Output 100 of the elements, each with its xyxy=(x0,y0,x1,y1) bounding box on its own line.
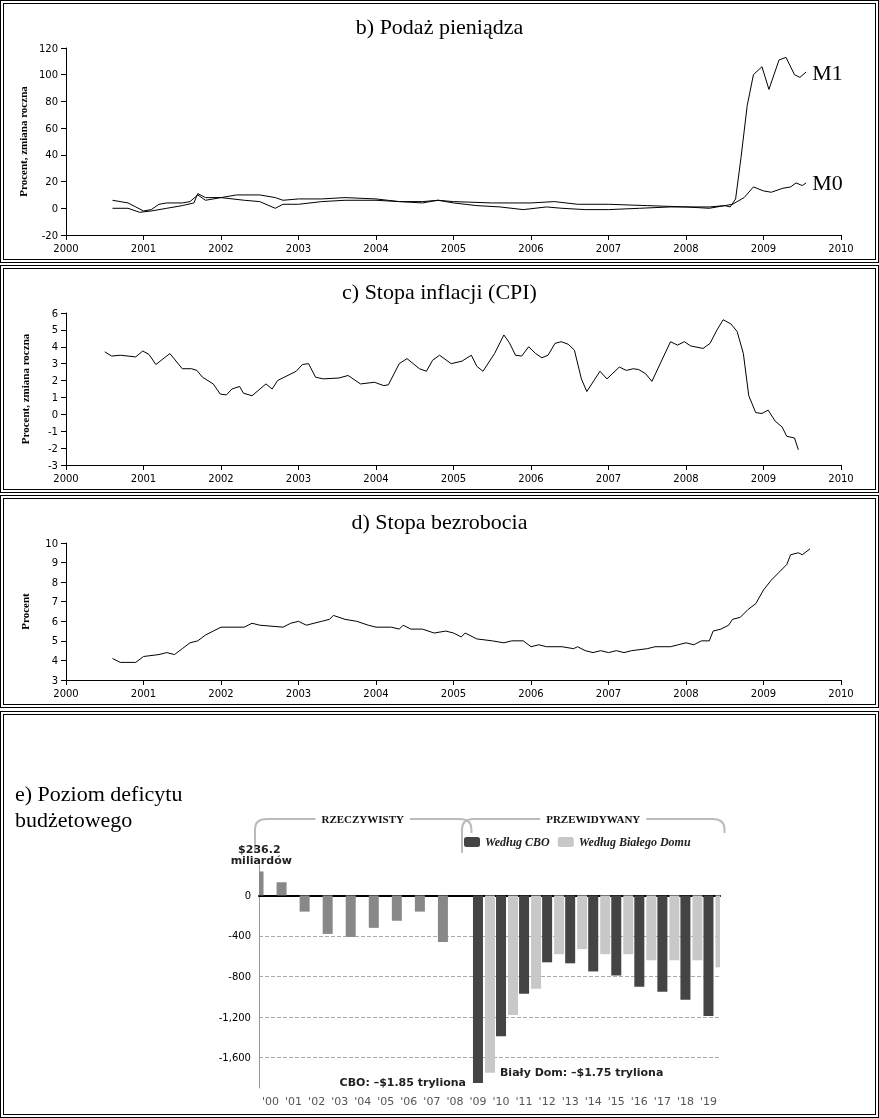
x-tick-label: '19 xyxy=(699,1095,717,1108)
bar xyxy=(577,895,588,950)
bar xyxy=(322,895,333,934)
annotation: CBO: –$1.85 tryliona xyxy=(339,1076,466,1090)
bar xyxy=(368,895,379,928)
x-tick-label: '00 xyxy=(262,1095,280,1108)
bar xyxy=(437,895,448,943)
y-tick-label: 6 xyxy=(51,307,58,319)
line-series xyxy=(104,319,799,451)
bar xyxy=(345,895,356,937)
bar xyxy=(565,895,576,964)
x-tick-label: '09 xyxy=(469,1095,487,1108)
x-tick-label: 2002 xyxy=(208,472,234,484)
x-tick-label: 2003 xyxy=(285,472,312,484)
bar xyxy=(680,895,691,1000)
y-axis-title: Procent, zmiana roczna xyxy=(18,333,31,445)
x-tick-label: '01 xyxy=(285,1095,303,1108)
text: PRZEWIDYWANY xyxy=(546,813,641,825)
chart-title: b) Podaż pieniądza xyxy=(355,13,524,39)
x-tick-label: 2008 xyxy=(673,242,699,254)
bar xyxy=(611,895,622,976)
x-tick-label: 2006 xyxy=(518,242,544,254)
y-tick-label: -3 xyxy=(48,459,58,471)
y-tick-label: -1,200 xyxy=(218,1011,251,1023)
x-tick-label: 2001 xyxy=(130,472,157,484)
y-tick-label: 9 xyxy=(51,557,58,569)
y-tick-label: 100 xyxy=(38,69,58,81)
y-tick-label: 20 xyxy=(45,176,58,188)
bar xyxy=(634,895,645,987)
x-tick-label: '16 xyxy=(630,1095,648,1108)
bar xyxy=(414,895,425,912)
x-tick-label: 2002 xyxy=(208,242,234,254)
x-tick-label: '18 xyxy=(676,1095,694,1108)
x-tick-label: 2004 xyxy=(363,472,389,484)
text: RZECZYWISTY xyxy=(321,813,405,825)
bar xyxy=(531,895,542,989)
x-tick-label: 2007 xyxy=(595,242,622,254)
x-tick-label: 2005 xyxy=(440,687,467,699)
bar xyxy=(623,895,634,955)
legend-label: Według CBO xyxy=(485,835,551,849)
x-tick-label: 2007 xyxy=(595,472,622,484)
y-tick-label: 5 xyxy=(51,324,58,336)
y-axis-title: Procent xyxy=(18,592,31,630)
bar xyxy=(508,895,519,1016)
y-tick-label: 60 xyxy=(45,122,58,134)
x-tick-label: '04 xyxy=(354,1095,372,1108)
y-tick-label: 4 xyxy=(51,341,58,353)
x-tick-label: '15 xyxy=(607,1095,625,1108)
x-tick-label: 2009 xyxy=(750,687,777,699)
y-tick-label: -400 xyxy=(228,930,251,942)
y-axis-title: Procent, zmiana roczna xyxy=(16,85,29,197)
y-tick-label: -800 xyxy=(228,971,251,982)
series-label: M0 xyxy=(812,170,843,196)
x-tick-label: 2009 xyxy=(750,242,777,254)
x-tick-label: 2001 xyxy=(130,687,157,699)
bar xyxy=(484,895,495,1073)
y-tick-label: 7 xyxy=(51,596,58,608)
x-tick-label: '05 xyxy=(377,1095,395,1108)
y-tick-label: 3 xyxy=(51,358,58,370)
bar xyxy=(600,895,611,955)
bar xyxy=(657,895,668,992)
x-tick-label: 2000 xyxy=(53,687,79,699)
x-tick-label: 2000 xyxy=(53,472,79,484)
x-tick-label: 2004 xyxy=(363,242,389,254)
y-tick-label: -1,600 xyxy=(218,1052,251,1064)
bar xyxy=(703,895,714,1017)
y-tick-label: 10 xyxy=(45,537,58,549)
x-tick-label: '17 xyxy=(653,1095,671,1108)
y-tick-label: 8 xyxy=(51,576,58,588)
y-tick-label: 0 xyxy=(51,202,58,214)
y-tick-label: 4 xyxy=(51,654,58,666)
y-tick-label: 0 xyxy=(244,889,251,901)
x-tick-label: 2010 xyxy=(828,242,854,254)
x-tick-label: '03 xyxy=(331,1095,349,1108)
x-tick-label: 2008 xyxy=(673,472,699,484)
bar xyxy=(669,895,680,961)
bar xyxy=(692,895,703,961)
y-tick-label: 5 xyxy=(51,635,58,647)
y-tick-label: 2 xyxy=(51,375,58,387)
y-tick-label: -1 xyxy=(48,425,58,437)
x-tick-label: 2002 xyxy=(208,687,234,699)
x-tick-label: 2006 xyxy=(518,687,544,699)
x-tick-label: 2000 xyxy=(53,242,79,254)
y-tick-label: -20 xyxy=(41,229,58,241)
line-series xyxy=(112,548,811,663)
bar xyxy=(496,895,507,1037)
x-tick-label: '02 xyxy=(308,1095,326,1108)
series-label: M1 xyxy=(812,59,843,85)
x-tick-label: 2005 xyxy=(440,472,467,484)
y-tick-label: 3 xyxy=(51,674,58,686)
bar xyxy=(519,895,530,994)
y-tick-label: 80 xyxy=(45,95,58,107)
y-tick-label: 120 xyxy=(38,42,58,54)
y-tick-label: -2 xyxy=(48,442,58,454)
x-tick-label: 2001 xyxy=(130,242,157,254)
x-tick-label: '12 xyxy=(538,1095,556,1108)
x-tick-label: 2005 xyxy=(440,242,467,254)
chart-title: e) Poziom deficytu budżetowego xyxy=(15,780,188,832)
bar xyxy=(472,895,483,1083)
bar xyxy=(646,895,657,961)
